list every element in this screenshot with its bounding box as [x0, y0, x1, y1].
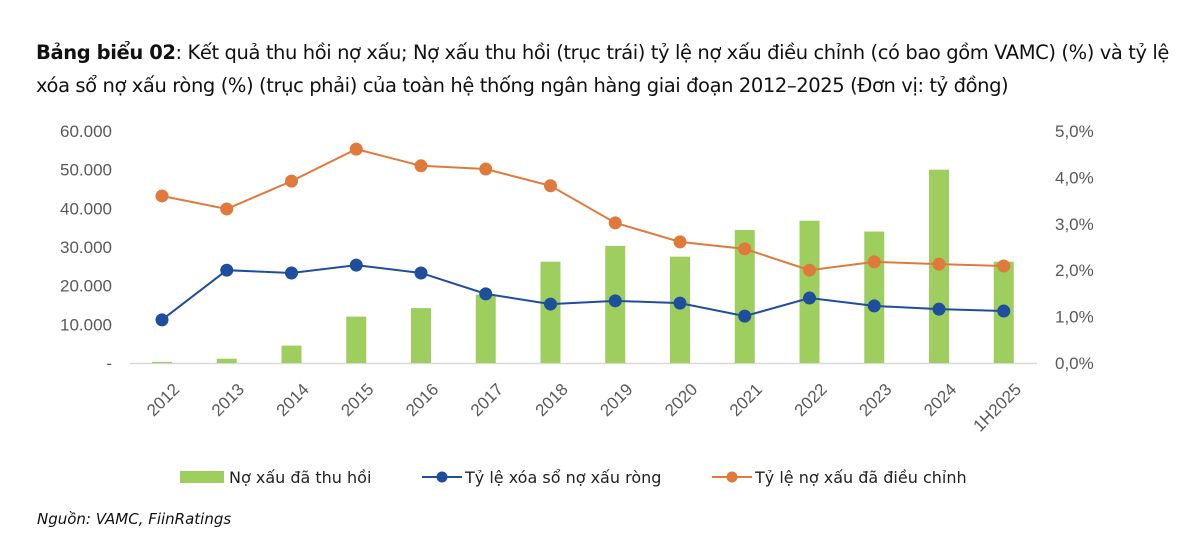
bar: [540, 261, 561, 363]
point-orange: [867, 255, 881, 269]
x-tick-label: 2021: [726, 380, 766, 420]
point-orange: [285, 174, 298, 188]
x-tick-label: 2012: [143, 380, 183, 420]
left-tick-label: 30.000: [60, 238, 112, 257]
right-tick-label: 5,0%: [1055, 122, 1094, 141]
legend-swatch-orange-marker: [726, 471, 738, 483]
legend: Nợ xấu đã thu hồi Tỷ lệ xóa sổ nợ xấu ròn…: [180, 468, 967, 487]
right-axis: 0,0% 1,0% 2,0% 3,0% 4,0% 5,0%: [1055, 122, 1094, 373]
point-blue: [932, 302, 946, 316]
point-orange: [349, 142, 363, 156]
point-orange: [479, 162, 493, 176]
bar: [475, 294, 496, 363]
legend-swatch-bar: [180, 471, 224, 483]
point-orange: [544, 179, 557, 193]
bar: [281, 345, 302, 363]
bar: [346, 316, 367, 363]
x-tick-label: 2024: [920, 380, 960, 420]
left-tick-label: 60.000: [60, 122, 112, 141]
point-orange: [414, 159, 428, 173]
point-blue: [997, 304, 1011, 318]
line-blue: [161, 264, 1004, 321]
right-tick-label: 2,0%: [1055, 261, 1094, 280]
point-blue: [479, 287, 493, 301]
point-orange: [803, 263, 816, 277]
x-tick-label: 2018: [532, 380, 572, 420]
left-tick-label: 20.000: [60, 277, 112, 296]
line-orange: [161, 148, 1004, 272]
bar: [411, 308, 431, 363]
right-tick-label: 0,0%: [1055, 354, 1094, 373]
left-tick-label: 50.000: [60, 161, 112, 180]
bar: [670, 256, 690, 363]
line-series: [155, 142, 1011, 327]
left-tick-label: -: [106, 354, 112, 373]
point-blue: [738, 309, 752, 323]
chart-title-rest: : Kết quả thu hồi nợ xấu; Nợ xấu thu hồi…: [36, 41, 1170, 97]
left-axis: - 10.000 20.000 30.000 40.000 50.000 60.000: [60, 122, 112, 373]
point-blue: [414, 266, 428, 280]
x-tick-label: 2013: [208, 380, 248, 420]
right-tick-label: 1,0%: [1055, 308, 1094, 327]
point-blue: [544, 297, 557, 311]
legend-swatch-blue-marker: [436, 471, 448, 483]
legend-label-bar: Nợ xấu đã thu hồi: [229, 468, 371, 487]
legend-label-blue: Tỷ lệ xóa sổ nợ xấu ròng: [464, 468, 661, 487]
point-blue: [867, 299, 881, 313]
point-orange: [738, 242, 752, 256]
x-tick-label: 2023: [855, 380, 895, 420]
chart-title: Bảng biểu 02: Kết quả thu hồi nợ xấu; Nợ…: [36, 36, 1186, 102]
bar-series: [152, 169, 1014, 363]
combo-chart: - 10.000 20.000 30.000 40.000 50.000 60.000 0,…: [60, 122, 1094, 487]
bar: [152, 361, 172, 363]
point-orange: [155, 189, 169, 203]
x-tick-label: 2014: [273, 380, 313, 420]
left-tick-label: 40.000: [60, 199, 112, 218]
point-orange: [997, 259, 1011, 273]
x-tick-label: 2019: [596, 380, 636, 420]
point-blue: [349, 258, 363, 272]
x-tick-label: 1H2025: [970, 380, 1026, 436]
source-note: Nguồn: VAMC, FiinRatings: [37, 510, 232, 528]
point-orange: [673, 235, 687, 249]
x-tick-label: 2020: [661, 380, 701, 420]
bar: [216, 358, 237, 363]
point-blue: [608, 294, 622, 308]
right-tick-label: 4,0%: [1055, 168, 1094, 187]
point-blue: [803, 291, 816, 305]
point-orange: [220, 202, 234, 216]
chart-title-bold: Bảng biểu 02: [36, 41, 176, 64]
bar: [864, 231, 885, 363]
right-tick-label: 3,0%: [1055, 215, 1094, 234]
x-tick-label: 2015: [337, 380, 377, 420]
left-tick-label: 10.000: [60, 315, 112, 334]
legend-label-orange: Tỷ lệ nợ xấu đã điều chỉnh: [754, 468, 967, 487]
point-orange: [932, 257, 946, 271]
bar: [734, 229, 755, 363]
x-tick-label: 2016: [402, 380, 442, 420]
point-blue: [285, 266, 298, 280]
x-axis: 2012 2013 2014 2015 2016 2017 2018 2019 2020 2021…: [143, 380, 1025, 436]
point-blue: [673, 296, 687, 310]
x-tick-label: 2022: [791, 380, 831, 420]
point-blue: [220, 263, 234, 277]
point-orange: [608, 216, 622, 230]
point-blue: [155, 313, 169, 327]
x-tick-label: 2017: [467, 380, 507, 420]
